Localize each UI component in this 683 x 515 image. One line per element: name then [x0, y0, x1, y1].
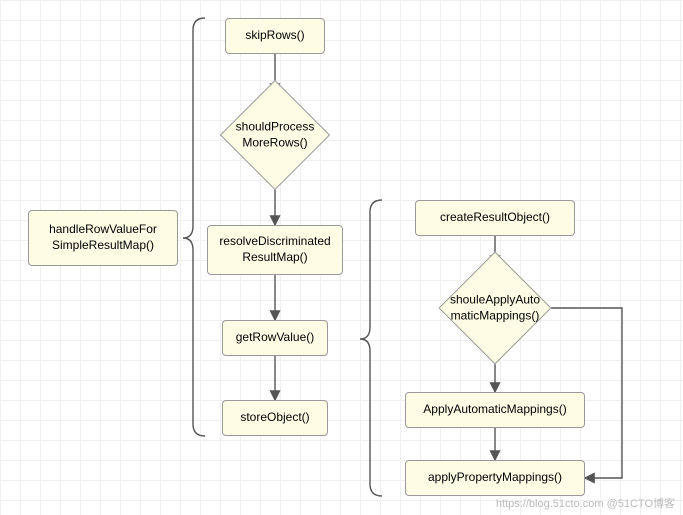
- label-skiprows: skipRows(): [245, 28, 304, 44]
- node-getrowvalue: getRowValue(): [222, 320, 328, 356]
- node-handle: handleRowValueForSimpleResultMap(): [28, 210, 178, 266]
- node-createresult: createResultObject(): [415, 200, 575, 236]
- node-storeobject: storeObject(): [222, 400, 328, 436]
- label-resolve: resolveDiscriminatedResultMap(): [219, 234, 330, 265]
- watermark-text: https://blog.51cto.com @51CTO博客: [496, 495, 675, 511]
- node-applyprop: applyPropertyMappings(): [405, 460, 585, 496]
- label-shouldprocess: shouldProcessMoreRows(): [220, 119, 329, 150]
- label-getrowvalue: getRowValue(): [236, 330, 314, 346]
- node-shouldprocess: shouldProcessMoreRows(): [236, 96, 314, 174]
- label-applyprop: applyPropertyMappings(): [428, 470, 562, 486]
- label-createresult: createResultObject(): [440, 210, 550, 226]
- label-handle: handleRowValueForSimpleResultMap(): [49, 222, 157, 253]
- label-applyauto: ApplyAutomaticMappings(): [423, 402, 566, 418]
- label-storeobject: storeObject(): [240, 410, 309, 426]
- label-shouldapply: shouleApplyAutomaticMappings(): [439, 292, 551, 323]
- node-skiprows: skipRows(): [225, 18, 325, 54]
- node-resolve: resolveDiscriminatedResultMap(): [207, 225, 343, 275]
- node-applyauto: ApplyAutomaticMappings(): [405, 392, 585, 428]
- node-shouldapply: shouleApplyAutomaticMappings(): [455, 268, 535, 348]
